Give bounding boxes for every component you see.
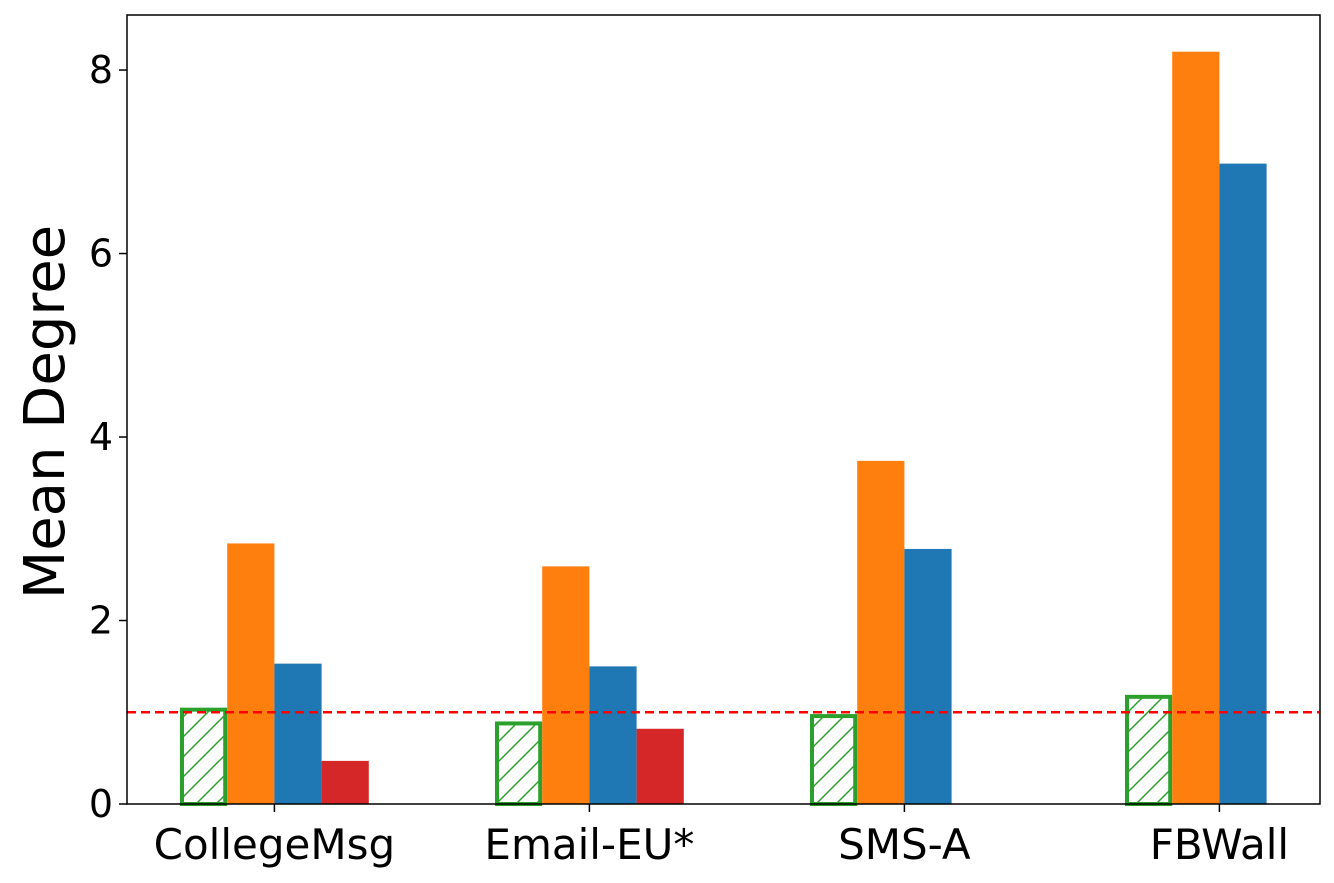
y-tick-label: 2: [89, 599, 113, 643]
bar-series-1-sms-a: [810, 714, 858, 806]
bar-series-1-collegemsg: [180, 707, 228, 806]
y-tick-label: 0: [89, 782, 113, 826]
bar-series-2-sms-a: [857, 460, 905, 804]
bar-series-2-fbwall: [1172, 51, 1220, 804]
bar-series-4-email-eu-: [636, 728, 684, 804]
bar-series-4-collegemsg: [321, 760, 369, 804]
y-axis: 0 2 4 6 8: [89, 48, 127, 826]
y-tick-label: 6: [89, 232, 113, 276]
y-tick-label: 4: [89, 415, 113, 459]
x-tick-label: SMS-A: [838, 820, 971, 869]
bar-series-3-collegemsg: [274, 663, 322, 804]
y-tick-label: 8: [89, 48, 113, 92]
plot-frame: [126, 14, 1321, 805]
x-tick-label: Email-EU*: [484, 820, 694, 869]
plot-area: [127, 51, 1320, 807]
x-tick-label: CollegeMsg: [154, 820, 395, 869]
bar-series-3-fbwall: [1219, 163, 1267, 804]
bar-series-3-email-eu-: [589, 666, 637, 804]
y-axis-title: Mean Degree: [13, 225, 78, 599]
bar-series-1-email-eu-: [495, 721, 543, 807]
x-axis: CollegeMsg Email-EU* SMS-A FBWall: [154, 804, 1289, 869]
bar-series-2-collegemsg: [227, 543, 275, 804]
bar-series-2-email-eu-: [542, 566, 590, 804]
x-tick-label: FBWall: [1150, 820, 1289, 869]
bar-series-3-sms-a: [904, 548, 952, 804]
